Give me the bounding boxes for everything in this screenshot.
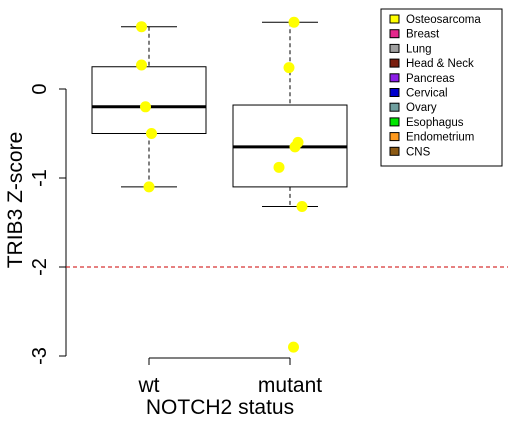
data-point (296, 200, 308, 212)
legend-label: Endometrium (406, 132, 474, 144)
legend-item: Breast (389, 29, 440, 41)
category-labels: wt mutant (138, 374, 323, 397)
legend-swatch (389, 58, 400, 68)
data-point (289, 141, 301, 153)
legend-label: CNS (406, 146, 431, 158)
legend-swatch (389, 88, 400, 97)
y-axis-title: TRIB3 Z-score (4, 132, 27, 269)
legend: Osteosarcoma Breast Lung Head & Neck Pancrea… (380, 8, 503, 167)
data-point (288, 341, 299, 353)
data-points (136, 16, 308, 353)
data-point (136, 21, 147, 33)
legend-label: Esophagus (406, 117, 464, 129)
legend-swatch (389, 146, 400, 156)
legend-item: Osteosarcoma (389, 14, 481, 26)
legend-item: Head & Neck (389, 58, 474, 70)
box-mutant (232, 21, 348, 207)
legend-box (380, 8, 503, 167)
data-point (288, 16, 300, 28)
y-axis: 0 -1 -2 -3 (29, 83, 67, 365)
legend-swatch (389, 117, 400, 127)
box-wt (91, 26, 207, 188)
category-label-mutant: mutant (258, 374, 322, 397)
y-tick-label: -1 (29, 169, 51, 187)
y-tick-label: -3 (29, 347, 51, 365)
category-label-wt: wt (138, 374, 160, 397)
data-point (283, 62, 295, 74)
legend-label: Pancreas (406, 73, 455, 85)
legend-item: Cervical (389, 88, 448, 100)
legend-item: Ovary (389, 102, 437, 114)
y-tick-label: 0 (29, 83, 51, 94)
legend-label: Osteosarcoma (406, 14, 481, 26)
legend-item: Lung (389, 43, 432, 55)
legend-swatch (389, 102, 400, 112)
boxes (91, 21, 348, 207)
legend-item: Pancreas (389, 73, 455, 85)
legend-swatch (389, 132, 400, 142)
legend-label: Breast (406, 29, 440, 41)
legend-swatch (389, 29, 400, 39)
iqr-box (91, 66, 207, 134)
legend-swatch (389, 43, 400, 53)
y-tick-label: -2 (29, 258, 51, 276)
data-point (136, 59, 147, 71)
legend-item: Endometrium (389, 132, 474, 144)
legend-label: Cervical (406, 88, 448, 100)
legend-item: Esophagus (389, 117, 464, 129)
data-point (273, 161, 285, 173)
data-point (146, 128, 157, 139)
legend-label: Lung (406, 43, 432, 55)
legend-swatch (389, 73, 400, 83)
data-point (140, 101, 151, 113)
legend-label: Head & Neck (406, 58, 474, 70)
x-axis-title: NOTCH2 status (146, 396, 294, 419)
legend-label: Ovary (406, 102, 437, 114)
legend-item: CNS (389, 146, 431, 158)
legend-swatch (389, 14, 400, 24)
data-point (143, 181, 155, 193)
x-axis (148, 357, 291, 365)
